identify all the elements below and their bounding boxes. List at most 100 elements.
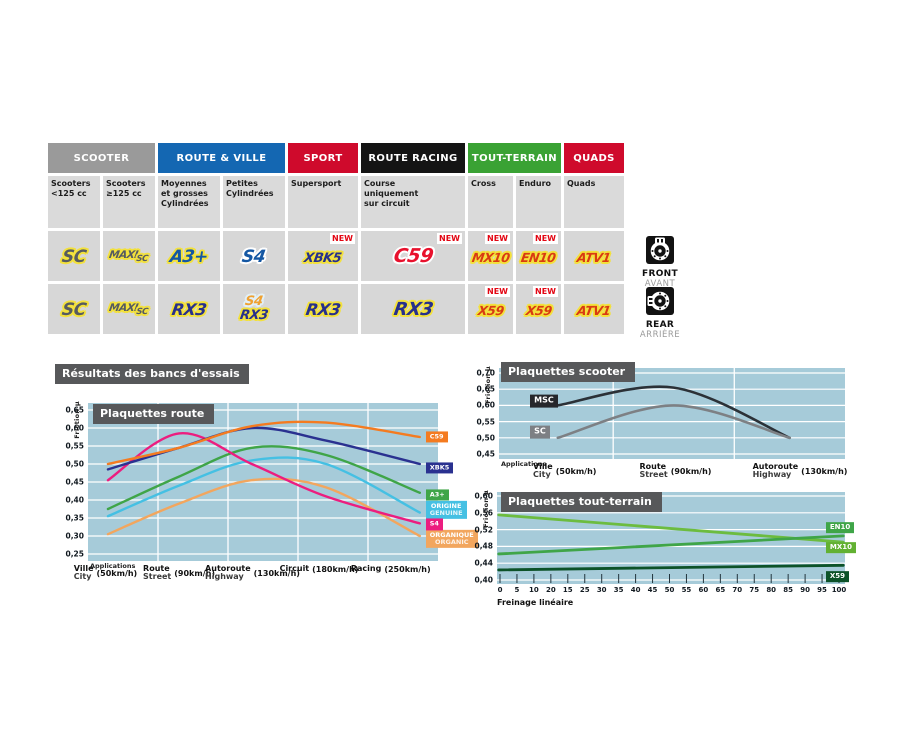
front-label-fr: AVANT [644, 279, 676, 289]
series-label-line: ORGANIQUE [429, 530, 474, 539]
subheader-cell-6: Cross [468, 176, 513, 228]
x-category-circuit: Circuit (180km/h) [280, 564, 359, 574]
subheader-cell-1: Scooters ≥125 cc [103, 176, 155, 228]
xtick-label-50: 50 [664, 586, 675, 594]
y-axis-label: Friction µ [482, 490, 490, 528]
new-badge: NEW [437, 233, 462, 244]
product-cell-front-8: ATV1 [564, 231, 624, 281]
subheader-cell-3: Petites Cylindrées [223, 176, 285, 228]
product-logo-group: C59 [392, 245, 434, 267]
chart-title-scooter: Plaquettes scooter [501, 362, 636, 382]
product-cell-front-5: NEW C59 [361, 231, 465, 281]
ytick-label-0,25: 0,25 [65, 549, 84, 559]
product-logo-group: MAXI SC [108, 302, 149, 318]
x-category-names: Ville City [74, 564, 94, 582]
ytick-label-0,50: 0,50 [65, 459, 84, 469]
product-logo-group: SC [61, 300, 88, 320]
xtick-label-85: 85 [783, 586, 794, 594]
ytick-label-0,60: 0,60 [476, 400, 495, 410]
chart-plaquettes-route: 0,65 0,60 0,55 0,50 0,45 0,40 0,35 0,30 0,25 ORGA… [65, 401, 478, 581]
xtick-label-5: 5 [514, 586, 520, 594]
ytick-label-0,65: 0,65 [65, 405, 84, 415]
group-header-route-ville: ROUTE & VILLE [158, 143, 285, 173]
x-category-ville: Ville City (50km/h) [74, 564, 137, 582]
chart-plaquettes-scooter: 0,70 0,65 0,60 0,55 0,50 0,45 MSC SC Friction µ P… [476, 362, 847, 479]
ytick-label-0,45: 0,45 [65, 477, 84, 487]
product-logo-rx3: RX3 [391, 298, 435, 320]
chart-title-route: Plaquettes route [93, 404, 215, 424]
product-logo-group: RX3 [304, 300, 341, 319]
series-label-line: SC [534, 426, 546, 436]
xtick-label-80: 80 [766, 586, 777, 594]
x-category-fr: Ville [533, 462, 553, 471]
x-category-fr: Route [639, 462, 667, 471]
xtick-label-60: 60 [698, 586, 709, 594]
series-label-xbk5: XBK5 [425, 462, 454, 474]
series-label-line: GENUINE [429, 508, 463, 517]
product-logo-group: ATV1 [576, 300, 612, 319]
series-label-line: X59 [829, 571, 845, 580]
x-category-speed: (90km/h) [670, 466, 712, 476]
x-category-en: Highway [205, 572, 244, 582]
product-logo-group: RX3 [391, 298, 435, 320]
new-badge: NEW [485, 286, 510, 297]
new-badge: NEW [485, 233, 510, 244]
product-cell-rear-6: NEW X59 [468, 284, 513, 334]
product-selector-table: SCOOTER ROUTE & VILLE SPORT ROUTE RACING TOU… [48, 143, 624, 334]
product-logo-group: SC [60, 246, 88, 267]
ytick-label-0,48: 0,48 [474, 541, 493, 551]
subheader-cell-4: Supersport [288, 176, 358, 228]
product-logo-group: RX3 [170, 300, 207, 319]
xtick-label-70: 70 [732, 586, 743, 594]
series-label-line: ORIGINE [430, 501, 462, 510]
group-header-quads: QUADS [564, 143, 624, 173]
series-label-c59: C59 [425, 431, 448, 443]
xtick-label-95: 95 [817, 586, 827, 594]
x-axis-title: Freinage linéaire [497, 598, 574, 607]
product-logo-sc: SC [135, 307, 149, 318]
product-cell-rear-0: SC [48, 284, 100, 334]
series-label-line: C59 [429, 432, 444, 441]
product-cell-front-4: NEW XBK5 [288, 231, 358, 281]
ytick-label-0,40: 0,40 [474, 575, 493, 585]
ytick-label-0,35: 0,35 [65, 513, 84, 523]
series-label-a3: A3+ [425, 489, 449, 501]
series-label-s4: S4 [425, 518, 443, 531]
subheader-cell-8: Quads [564, 176, 624, 228]
subheader-cell-0: Scooters <125 cc [48, 176, 100, 228]
x-category-speed: (250km/h) [384, 565, 431, 574]
series-label-line: A3+ [429, 490, 445, 499]
product-logo-en10: EN10 [520, 249, 557, 265]
rear-brake-disc-icon [646, 287, 674, 315]
x-category-racing: Racing (250km/h) [351, 564, 431, 574]
x-axis-note: Applications [501, 460, 547, 468]
x-category-names: Autoroute Highway [752, 462, 799, 480]
x-category-route: Route Street (90km/h) [639, 462, 712, 480]
x-category-fr: Autoroute [752, 462, 799, 471]
xtick-label-25: 25 [579, 586, 590, 594]
series-label-x59: X59 [825, 570, 849, 583]
product-logo-a3: A3+ [168, 246, 210, 267]
xtick-label-10: 10 [529, 586, 539, 594]
series-label-line: MX10 [829, 542, 852, 551]
x-category-speed: (50km/h) [555, 466, 597, 476]
product-cell-front-0: SC [48, 231, 100, 281]
product-logo-group: S4 RX3 [239, 294, 270, 323]
xtick-label-90: 90 [800, 586, 810, 594]
product-cell-front-3: S4 [223, 231, 285, 281]
ytick-label-0,60: 0,60 [474, 491, 493, 501]
series-line-en10 [497, 534, 845, 556]
x-axis-note: Applications [90, 562, 136, 570]
xtick-label-45: 45 [647, 586, 658, 594]
product-cell-rear-4: RX3 [288, 284, 358, 334]
ytick-label-0,44: 0,44 [474, 558, 493, 568]
product-logo-sc: SC [60, 246, 88, 267]
product-logo-group: EN10 [520, 247, 557, 266]
x-category-en: Street [143, 572, 172, 582]
xtick-label-65: 65 [715, 586, 726, 594]
xtick-label-40: 40 [630, 586, 641, 594]
ytick-label-0,55: 0,55 [476, 417, 495, 427]
product-logo-rx3: RX3 [239, 308, 270, 323]
ytick-label-0,56: 0,56 [474, 508, 493, 518]
xtick-label-100: 100 [831, 586, 847, 594]
